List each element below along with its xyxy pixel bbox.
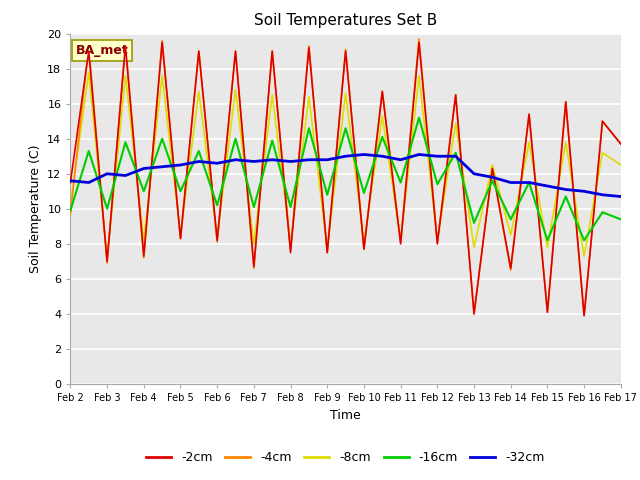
- X-axis label: Time: Time: [330, 408, 361, 421]
- Text: BA_met: BA_met: [76, 44, 129, 57]
- Y-axis label: Soil Temperature (C): Soil Temperature (C): [29, 144, 42, 273]
- Title: Soil Temperatures Set B: Soil Temperatures Set B: [254, 13, 437, 28]
- Legend: -2cm, -4cm, -8cm, -16cm, -32cm: -2cm, -4cm, -8cm, -16cm, -32cm: [141, 446, 550, 469]
